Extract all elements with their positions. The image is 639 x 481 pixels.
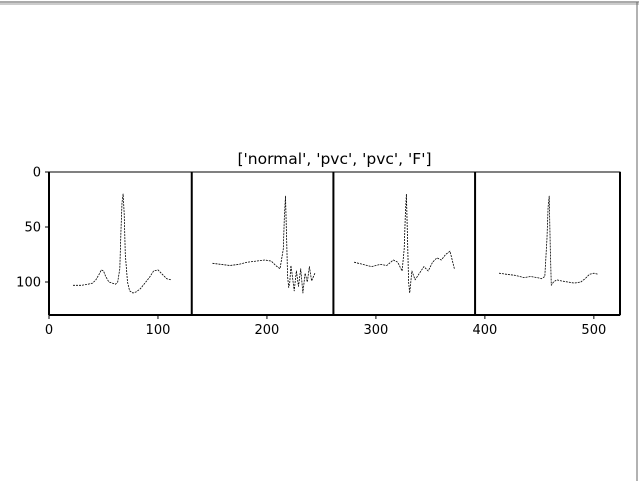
- panel-separators: [190, 172, 477, 315]
- x-tick-label: 200: [255, 323, 280, 338]
- ecg-traces: [73, 193, 599, 294]
- y-tick-label: 50: [24, 221, 41, 236]
- ecg-trace-1: [73, 193, 172, 294]
- x-tick-label: 300: [363, 323, 388, 338]
- ecg-trace-2: [212, 195, 316, 294]
- ecg-trace-4: [498, 195, 599, 286]
- y-axis: 0 50 100: [16, 166, 49, 291]
- x-tick-label: 0: [45, 323, 53, 338]
- ecg-trace-3: [354, 193, 455, 294]
- y-tick-label: 100: [16, 276, 41, 291]
- x-tick-label: 500: [581, 323, 606, 338]
- x-axis: 0 100 200 300 400 500: [45, 315, 606, 338]
- x-tick-label: 400: [472, 323, 497, 338]
- x-tick-label: 100: [146, 323, 171, 338]
- chart-title: ['normal', 'pvc', 'pvc', 'F']: [237, 150, 431, 168]
- plot-area: [49, 172, 620, 315]
- y-tick-label: 0: [33, 166, 41, 181]
